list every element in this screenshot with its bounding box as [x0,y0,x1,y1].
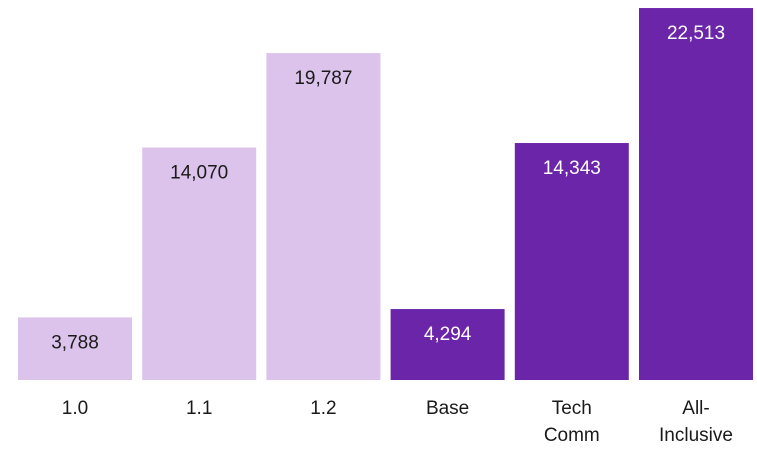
bars-group [18,8,753,381]
bar-0 [18,317,132,380]
value-label-2: 19,787 [294,68,352,89]
x-tick-label-5-line-0: All- [682,398,709,419]
x-tick-label-4-line-1: Comm [544,425,600,446]
value-labels-group: 3,788 14,070 19,787 4,294 14,343 22,513 [51,23,725,353]
bar-4 [514,143,629,380]
bar-5 [639,8,753,381]
bar-1 [142,147,257,380]
value-label-4: 14,343 [543,158,601,179]
x-tick-label-2-line-0: 1.2 [310,398,336,419]
x-tick-label-0-line-0: 1.0 [62,398,88,419]
x-tick-label-1: 1.1 [186,398,212,419]
value-label-1: 14,070 [170,163,228,184]
x-tick-label-3: Base [426,398,469,419]
x-tick-label-5-line-1: Inclusive [659,425,733,446]
x-tick-label-4: Tech Comm [544,398,600,446]
bar-2 [266,53,381,380]
value-label-5: 22,513 [667,23,725,44]
value-label-0: 3,788 [51,332,99,353]
value-label-3: 4,294 [424,324,472,345]
x-tick-label-3-line-0: Base [426,398,469,419]
x-tick-label-4-line-0: Tech [552,398,592,419]
x-tick-label-2: 1.2 [310,398,336,419]
bar-3 [390,309,505,380]
x-tick-label-5: All- Inclusive [659,398,733,446]
x-tick-labels-group: 1.0 1.1 1.2 Base Tech Comm All- Inclusive [62,398,733,446]
x-tick-label-1-line-0: 1.1 [186,398,212,419]
x-tick-label-0: 1.0 [62,398,88,419]
